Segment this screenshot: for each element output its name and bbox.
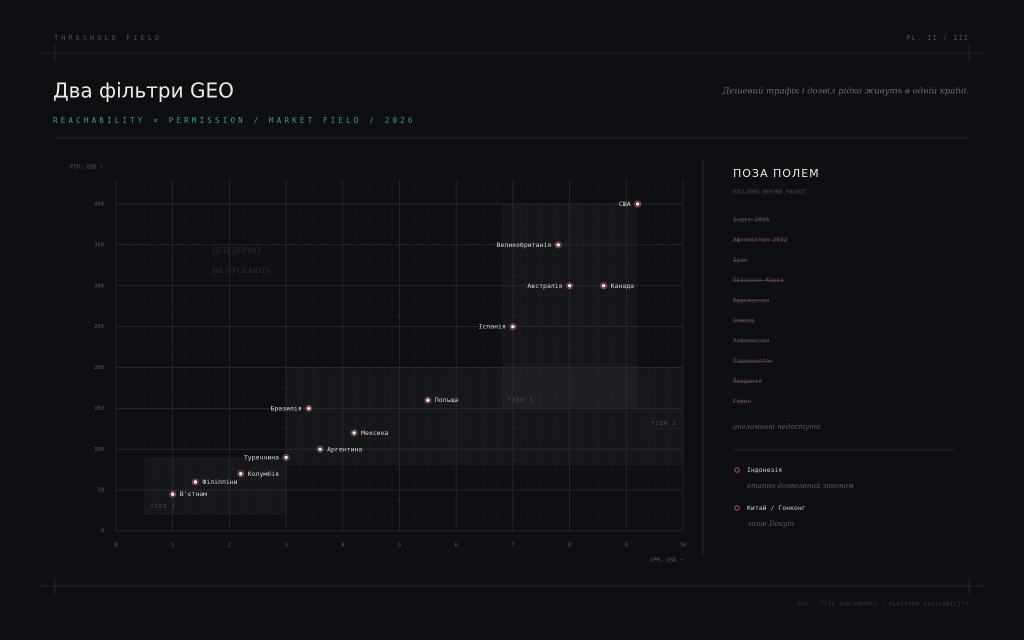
- x-tick-label: 7: [511, 543, 514, 549]
- point-label: Канада: [611, 282, 635, 290]
- y-tick-label: 350: [94, 242, 104, 248]
- annotation: ЦІЛІ ДОРОГІ: [212, 247, 261, 255]
- point: [170, 492, 175, 497]
- point-halo: [282, 453, 290, 461]
- zone-label: TIER 3: [508, 398, 534, 404]
- point-halo: [169, 490, 177, 498]
- point: [601, 283, 606, 288]
- point-halo: [305, 404, 313, 412]
- excluded-item: Киргизстан: [733, 297, 770, 304]
- point: [284, 455, 288, 460]
- point-halo: [600, 282, 608, 290]
- point-halo: [634, 200, 642, 208]
- point-halo: [509, 323, 517, 331]
- frame: [40, 45, 984, 594]
- point: [306, 406, 311, 411]
- x-tick-label: 1: [171, 543, 174, 549]
- excluded-item: Північна Корея: [733, 277, 784, 284]
- partial-name: Індонезія: [747, 466, 782, 474]
- x-tick-label: 8: [568, 543, 571, 549]
- point-halo: [316, 445, 324, 453]
- excluded-item: Таджикистан: [733, 358, 773, 365]
- point-label: Великобританія: [496, 241, 551, 249]
- y-tick-label: 300: [94, 283, 104, 289]
- point-label: Польща: [435, 396, 459, 404]
- sidebar: Індія 2026 Афганістан 2022 Іран Північна Ко…: [733, 217, 854, 529]
- point-halo: [566, 282, 574, 290]
- status-dot: [734, 505, 740, 511]
- point: [635, 202, 640, 206]
- point-label: Мексика: [361, 429, 388, 437]
- y-tick-label: 150: [94, 406, 104, 412]
- zone-label: TIER 1: [150, 504, 176, 510]
- point: [567, 283, 572, 288]
- point: [511, 324, 515, 329]
- point: [318, 447, 322, 452]
- point: [193, 480, 198, 484]
- x-tick-label: 0: [114, 543, 117, 549]
- sidebar-title: ПОЗА ПОЛЕМ: [733, 167, 820, 180]
- x-tick-label: 2: [228, 543, 231, 549]
- note: Дешевий трафік і дозвіл рідко живуть в о…: [722, 87, 970, 97]
- x-axis-label: CPM, USD →: [650, 558, 684, 564]
- partial-name: Китай / Гонконг: [747, 504, 806, 512]
- subtitle: REACHABILITY × PERMISSION / MARKET FIELD…: [53, 116, 416, 125]
- point-label: Аргентина: [327, 445, 362, 453]
- point-label: Бразилія: [270, 404, 301, 412]
- point-halo: [554, 241, 562, 249]
- excluded-item: Індія 2026: [733, 217, 770, 224]
- point: [556, 243, 561, 247]
- point-label: Австралія: [527, 282, 562, 290]
- excluded-item: Йорданія: [733, 378, 762, 385]
- status-dot: [734, 467, 740, 473]
- point-halo: [191, 478, 199, 486]
- point-halo: [424, 396, 432, 404]
- excluded-item: Іран: [733, 257, 748, 264]
- y-tick-label: 50: [97, 488, 104, 494]
- plate: PL. II / III: [906, 34, 969, 42]
- point-label: В'єтнам: [180, 490, 207, 498]
- x-tick-label: 5: [398, 543, 401, 549]
- point-label: США: [619, 200, 631, 208]
- title: Два фільтри GEO: [53, 79, 234, 103]
- x-tick-label: 9: [625, 543, 628, 549]
- point-label: Колумбія: [248, 470, 279, 478]
- zone-label: TIER 2: [651, 421, 677, 427]
- excluded-item: Сомалі: [733, 318, 755, 325]
- point-label: Туреччина: [244, 453, 279, 461]
- kicker: THRESHOLD FIELD: [54, 34, 162, 42]
- excluded-item: Афганістан 2022: [733, 237, 788, 244]
- y-tick-label: 100: [94, 447, 104, 453]
- sidebar-subtitle: EXCLUDED BEFORE PAYOUT: [733, 190, 807, 196]
- point: [238, 471, 243, 476]
- sidebar-note: англомовні недоступні: [733, 423, 821, 431]
- x-tick-label: 3: [284, 543, 287, 549]
- y-tick-label: 0: [101, 529, 104, 535]
- x-tick-label: 4: [341, 543, 345, 549]
- y-tick-label: 200: [94, 365, 104, 371]
- x-tick-label: 6: [455, 543, 458, 549]
- annotation: НЕ ПУСКАЮТЬ: [211, 267, 271, 275]
- footer: RPC · TIER BENCHMARKS / PLATFORM AVAILAB…: [797, 602, 969, 608]
- point-halo: [237, 470, 245, 478]
- point: [426, 398, 430, 403]
- x-tick-label: 10: [680, 543, 687, 549]
- partial-note: етапно дозволений законом: [747, 482, 854, 490]
- y-axis-label: FTD, USD ↑: [70, 165, 103, 171]
- y-tick-label: 250: [94, 324, 104, 330]
- excluded-item: Габон: [733, 398, 751, 405]
- point: [352, 431, 356, 435]
- point-label: Іспанія: [478, 323, 505, 331]
- excluded-item: Узбекистан: [733, 338, 770, 345]
- partial-note: лише Douyin: [747, 520, 794, 528]
- point-label: Філіппіни: [202, 478, 237, 486]
- point-halo: [350, 429, 358, 437]
- y-tick-label: 400: [94, 202, 104, 208]
